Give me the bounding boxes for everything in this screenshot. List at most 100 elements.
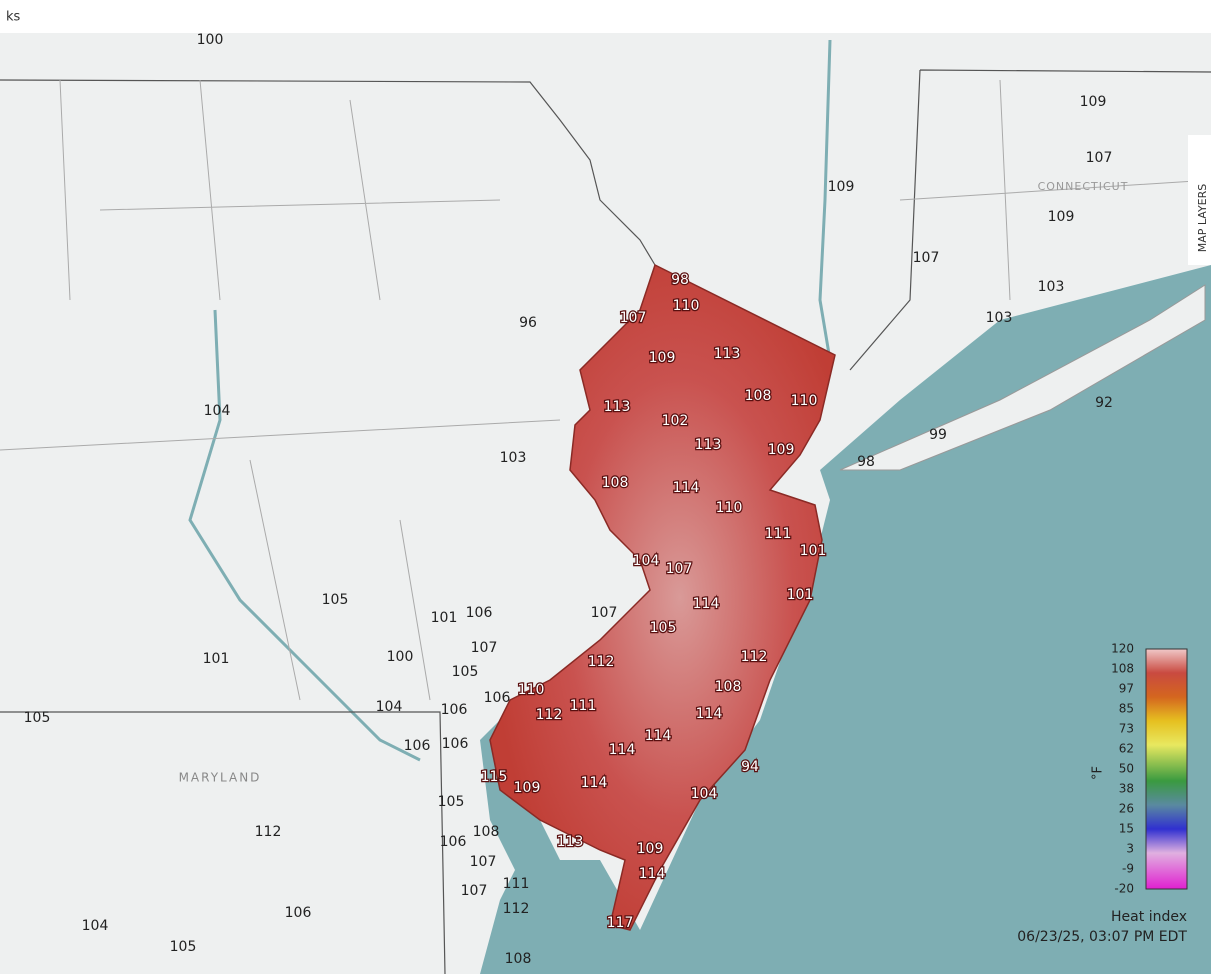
long-island bbox=[839, 284, 1206, 471]
legend-tick-label: 3 bbox=[1126, 842, 1134, 856]
heat-index-label: 109 bbox=[828, 179, 855, 195]
heat-index-label: 106 bbox=[484, 690, 511, 706]
legend-tick-label: -20 bbox=[1114, 882, 1134, 896]
legend-tick-label: 62 bbox=[1119, 742, 1134, 756]
legend-timestamp: 06/23/25, 03:07 PM EDT bbox=[1017, 929, 1187, 945]
county-lines bbox=[0, 79, 1211, 701]
legend-unit: °F bbox=[1091, 766, 1106, 780]
heat-index-label: 107 bbox=[913, 250, 940, 266]
heat-index-label: 109 bbox=[1080, 94, 1107, 110]
heat-index-label: 115 bbox=[481, 769, 508, 785]
heat-index-label: 109 bbox=[514, 780, 541, 796]
heat-index-label: 112 bbox=[588, 654, 615, 670]
heat-index-label: 107 bbox=[461, 883, 488, 899]
legend-tick-label: 26 bbox=[1119, 802, 1134, 816]
heat-index-label: 106 bbox=[404, 738, 431, 754]
heat-index-label: 101 bbox=[800, 543, 827, 559]
heat-index-label: 113 bbox=[714, 346, 741, 362]
heat-index-label: 94 bbox=[741, 759, 759, 775]
heat-index-label: 110 bbox=[716, 500, 743, 516]
heat-index-label: 99 bbox=[929, 427, 947, 443]
heat-index-label: 105 bbox=[438, 794, 465, 810]
river bbox=[188, 39, 832, 762]
heat-index-label: 111 bbox=[503, 876, 530, 892]
heat-index-label: 114 bbox=[581, 775, 608, 791]
heat-index-label: 109 bbox=[637, 841, 664, 857]
heat-index-label: 114 bbox=[696, 706, 723, 722]
legend-tick-label: 38 bbox=[1119, 782, 1134, 796]
heat-index-label: 117 bbox=[607, 915, 634, 931]
heat-index-label: 106 bbox=[285, 905, 312, 921]
legend-tick-label: -9 bbox=[1122, 862, 1134, 876]
heat-index-label: 111 bbox=[765, 526, 792, 542]
heat-index-label: 106 bbox=[440, 834, 467, 850]
top-bar bbox=[0, 0, 1211, 33]
legend-tick-label: 15 bbox=[1119, 822, 1134, 836]
heat-index-label: 101 bbox=[787, 587, 814, 603]
heat-index-label: 113 bbox=[557, 834, 584, 850]
heat-index-label: 106 bbox=[466, 605, 493, 621]
heat-index-label: 105 bbox=[650, 620, 677, 636]
heat-index-label: 107 bbox=[471, 640, 498, 656]
heat-index-label: 106 bbox=[442, 736, 469, 752]
heat-index-label: 103 bbox=[500, 450, 527, 466]
heat-index-label: 104 bbox=[691, 786, 718, 802]
legend-tick-label: 120 bbox=[1111, 642, 1134, 656]
heat-index-label: 112 bbox=[503, 901, 530, 917]
heat-index-label: 100 bbox=[387, 649, 414, 665]
heat-index-label: 110 bbox=[791, 393, 818, 409]
heat-index-label: 114 bbox=[609, 742, 636, 758]
heat-index-label: 114 bbox=[693, 596, 720, 612]
heat-index-label: 109 bbox=[1048, 209, 1075, 225]
heat-index-label: 105 bbox=[452, 664, 479, 680]
heat-index-label: 102 bbox=[662, 413, 689, 429]
heat-index-label: 105 bbox=[322, 592, 349, 608]
legend-title: Heat index bbox=[1111, 909, 1187, 925]
legend-tick-label: 73 bbox=[1119, 722, 1134, 736]
heat-index-label: 108 bbox=[505, 951, 532, 967]
heat-index-label: 103 bbox=[1038, 279, 1065, 295]
heat-index-label: 105 bbox=[170, 939, 197, 955]
heat-index-label: 113 bbox=[695, 437, 722, 453]
heat-index-label: 98 bbox=[857, 454, 875, 470]
map-layers-tab[interactable] bbox=[1188, 135, 1211, 265]
heat-index-label: 104 bbox=[82, 918, 109, 934]
heat-index-label: 103 bbox=[986, 310, 1013, 326]
heat-index-label: 107 bbox=[591, 605, 618, 621]
heat-index-label: 107 bbox=[1086, 150, 1113, 166]
heat-index-label: 110 bbox=[518, 682, 545, 698]
heat-index-label: 109 bbox=[768, 442, 795, 458]
heat-index-label: 108 bbox=[745, 388, 772, 404]
heat-index-label: 107 bbox=[620, 310, 647, 326]
heat-index-label: 110 bbox=[673, 298, 700, 314]
heat-index-label: 108 bbox=[715, 679, 742, 695]
heat-index-label: 108 bbox=[602, 475, 629, 491]
heat-index-label: 114 bbox=[673, 480, 700, 496]
heat-index-label: 101 bbox=[203, 651, 230, 667]
region-label: MARYLAND bbox=[179, 771, 262, 785]
heat-index-label: 108 bbox=[473, 824, 500, 840]
heat-index-label: 104 bbox=[204, 403, 231, 419]
tab-text: ks bbox=[6, 10, 21, 25]
heat-index-label: 105 bbox=[24, 710, 51, 726]
heat-index-label: 111 bbox=[570, 698, 597, 714]
heat-index-label: 112 bbox=[255, 824, 282, 840]
heat-index-label: 113 bbox=[604, 399, 631, 415]
heat-index-label: 114 bbox=[639, 866, 666, 882]
legend-bar bbox=[1145, 648, 1188, 890]
heat-index-label: 101 bbox=[431, 610, 458, 626]
legend-tick-label: 50 bbox=[1119, 762, 1134, 776]
heat-index-label: 112 bbox=[536, 707, 563, 723]
heat-index-label: 106 bbox=[441, 702, 468, 718]
heat-index-label: 92 bbox=[1095, 395, 1113, 411]
map-layers-button[interactable]: MAP LAYERS bbox=[1196, 184, 1209, 253]
heat-index-label: 96 bbox=[519, 315, 537, 331]
new-jersey bbox=[489, 263, 836, 931]
heat-index-label: 114 bbox=[645, 728, 672, 744]
legend-tick-label: 97 bbox=[1119, 682, 1134, 696]
heat-index-label: 107 bbox=[470, 854, 497, 870]
heat-index-label: 104 bbox=[633, 553, 660, 569]
heat-index-label: 104 bbox=[376, 699, 403, 715]
heat-index-label: 98 bbox=[671, 272, 689, 288]
